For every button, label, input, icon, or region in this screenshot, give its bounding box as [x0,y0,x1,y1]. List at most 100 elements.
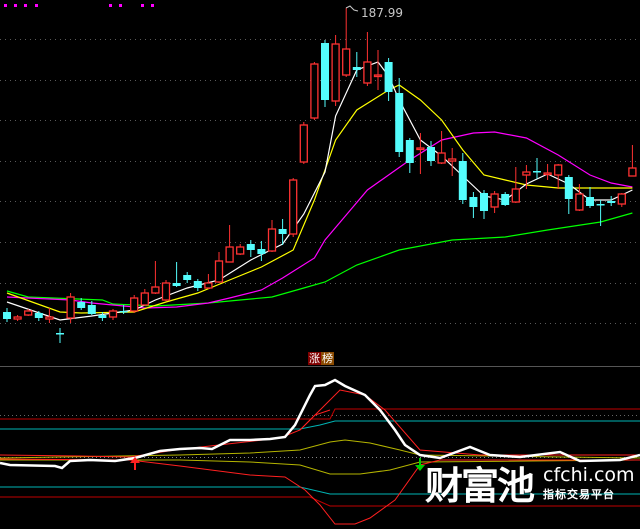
candle-body [257,249,266,254]
candle-body [395,93,404,152]
candle-body [214,260,224,283]
candle-body [373,74,383,78]
candle [405,138,414,173]
indicator-panel [0,378,640,525]
candle-body [628,167,637,177]
period-marker [24,4,27,7]
indicator-label-part: 榜 [321,352,334,365]
candle-body [140,292,149,306]
candle [448,148,457,176]
candle [246,240,255,257]
candle-body [554,164,563,176]
candle [554,164,563,189]
watermark-url: cfchi.com [543,463,635,486]
peak-price-label: 187.99 [361,6,403,20]
candle [363,32,372,86]
lower-cyan-level [0,486,640,495]
candle [596,200,605,226]
candle [13,315,22,321]
buy-arrow-icon [130,457,140,470]
candle-body [416,147,425,151]
candle-body [161,282,171,301]
candle [119,305,128,314]
watermark-brand: 财富池 [425,464,535,508]
sell-arrow-icon [415,458,425,471]
candle [108,309,118,320]
candle-body [363,61,372,84]
upper-band-inner [299,409,331,431]
candle [480,190,488,219]
candle-body [405,140,414,163]
watermark-tagline: 指标交易平台 [543,487,616,501]
candle-body [596,204,605,206]
moving-averages [6,61,633,321]
candle [214,252,224,283]
lower-mid-band [0,459,640,475]
candle-body [56,333,64,335]
candle-body [278,229,287,234]
candle-body [204,282,213,289]
candle-body [119,311,128,313]
candle [257,241,266,261]
period-marker [14,4,17,7]
watermark: 财富池 cfchi.com 指标交易平台 [425,455,635,510]
candle [342,8,351,77]
candle [183,272,192,283]
candle [458,153,467,204]
candle-body [511,188,520,203]
candle [427,141,435,166]
candle-body [98,315,107,318]
period-marker [151,4,154,7]
indicator-label-part: 涨 [308,352,321,365]
candle [543,164,552,180]
ma20-line [6,131,633,309]
candle [331,35,340,106]
candle [66,293,75,323]
candle-body [225,246,234,263]
candle [236,244,245,255]
candle-body [321,43,329,100]
upper-red-level [0,408,640,420]
candle [352,52,361,77]
candle-body [13,316,22,320]
candle-body [299,124,308,163]
candle [34,311,43,321]
candle [321,40,329,107]
candle [225,225,234,263]
candle-body [427,147,435,161]
indicator-label[interactable]: 涨 榜 [308,352,334,365]
arrow-head [415,465,425,471]
candle-body [437,152,446,164]
candle-body [331,43,340,102]
candle-body [342,48,351,76]
candle [575,184,584,211]
candle-body [533,171,541,173]
lower-red-level [0,496,640,507]
candle-body [172,283,181,286]
candle-body [24,310,33,316]
candle-body [289,179,298,235]
candle-body [575,193,584,211]
candle-body [617,193,626,205]
candle-body [490,193,499,208]
candle [490,191,499,213]
period-marker [109,4,112,7]
candle [533,158,541,179]
period-marker [4,4,7,7]
candle [56,328,64,343]
lower-band [0,458,640,525]
ma60-line [6,212,633,307]
ma10-line [6,84,633,314]
candle-body [130,297,139,312]
candle [617,193,626,207]
candle-body [469,197,478,207]
candle [98,312,107,321]
candle [45,308,54,323]
candle [384,58,393,101]
candle [3,308,11,322]
candle-body [246,244,255,250]
top-markers [4,4,154,7]
period-marker [141,4,144,7]
candle [310,62,319,120]
